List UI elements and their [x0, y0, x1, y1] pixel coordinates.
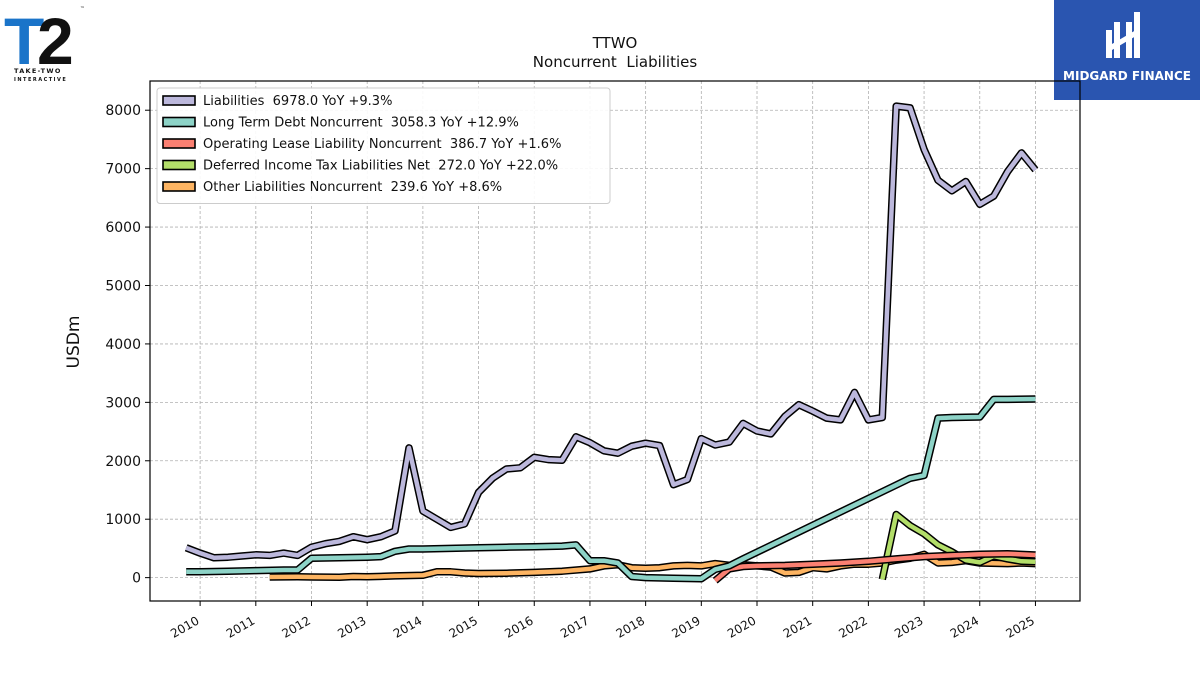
series-deferred-income-tax-liabilities-net	[878, 510, 1036, 581]
series-long-term-debt-noncurrent	[186, 395, 1036, 583]
take-two-logo: T 2 ™ TAKE-TWO INTERACTIVE	[4, 4, 86, 84]
legend-item: Liabilities 6978.0 YoY +9.3%	[162, 94, 392, 109]
series-line	[186, 396, 1036, 582]
t2-logo-2: 2	[37, 4, 74, 78]
midgard-finance-logo: MIDGARD FINANCE	[1054, 0, 1200, 100]
legend-item: Operating Lease Liability Noncurrent 386…	[162, 137, 561, 152]
y-tick-label: 7000	[105, 162, 141, 178]
legend-swatch	[162, 181, 196, 192]
series-line	[185, 103, 1038, 561]
legend-label: Operating Lease Liability Noncurrent 386…	[203, 137, 561, 152]
legend-label: Long Term Debt Noncurrent 3058.3 YoY +12…	[203, 116, 519, 131]
y-tick-label: 6000	[105, 220, 141, 236]
x-tick-label: 2017	[558, 613, 591, 640]
legend: Liabilities 6978.0 YoY +9.3% Long Term De…	[156, 87, 611, 204]
y-axis-label: USDm	[64, 316, 84, 369]
legend-label: Liabilities 6978.0 YoY +9.3%	[203, 94, 392, 109]
series-line	[713, 551, 1036, 583]
y-tick-label: 2000	[105, 454, 141, 470]
y-tick-label: 0	[132, 571, 141, 587]
x-tick-label: 2012	[280, 613, 313, 640]
y-tick-label: 1000	[105, 512, 141, 528]
series-outline	[186, 395, 1036, 583]
x-tick-label: 2022	[836, 613, 869, 640]
x-tick-label: 2011	[224, 613, 257, 640]
legend-box	[156, 87, 611, 204]
series-lines	[184, 102, 1039, 584]
logo-caption-take-two: TAKE-TWO	[14, 67, 62, 75]
y-tick-label: 3000	[105, 395, 141, 411]
logo-caption-interactive: INTERACTIVE	[14, 77, 67, 83]
legend-item: Other Liabilities Noncurrent 239.6 YoY +…	[162, 180, 502, 195]
chart-title: TTWO	[592, 34, 638, 52]
trademark-mark: ™	[80, 6, 85, 12]
brand-name: MIDGARD FINANCE	[1063, 69, 1191, 83]
midgard-mark-icon	[1106, 12, 1140, 58]
series-liabilities	[184, 102, 1039, 562]
x-tick-label: 2024	[948, 613, 981, 640]
legend-swatch	[162, 138, 196, 149]
legend-label: Other Liabilities Noncurrent 239.6 YoY +…	[203, 180, 502, 195]
legend-swatch	[162, 95, 196, 106]
t2-logo-t: T	[4, 4, 44, 78]
x-tick-label: 2015	[447, 613, 480, 640]
x-tick-label: 2019	[669, 613, 702, 640]
x-tick-label: 2023	[892, 613, 925, 640]
chart-subtitle: Noncurrent Liabilities	[533, 53, 698, 71]
plot-frame	[149, 80, 1081, 602]
y-tick-label: 4000	[105, 337, 141, 353]
legend-swatch	[162, 159, 196, 171]
y-tick-label: 5000	[105, 278, 141, 294]
x-tick-label: 2025	[1003, 613, 1036, 640]
legend-label: Deferred Income Tax Liabilities Net 272.…	[203, 159, 558, 174]
series-line	[880, 512, 1036, 580]
x-tick-label: 2013	[335, 613, 368, 640]
x-tick-label: 2014	[391, 613, 424, 640]
x-tick-label: 2021	[781, 613, 814, 640]
x-tick-label: 2020	[725, 613, 758, 640]
legend-item: Long Term Debt Noncurrent 3058.3 YoY +12…	[162, 116, 519, 131]
x-tick-label: 2016	[502, 613, 535, 640]
x-tick-label: 2018	[614, 613, 647, 640]
y-tick-label: 8000	[105, 103, 141, 119]
legend-swatch	[162, 116, 196, 128]
x-tick-label: 2010	[168, 613, 201, 640]
legend-item: Deferred Income Tax Liabilities Net 272.…	[162, 159, 558, 174]
series-operating-lease-liability-noncurrent	[712, 549, 1036, 584]
